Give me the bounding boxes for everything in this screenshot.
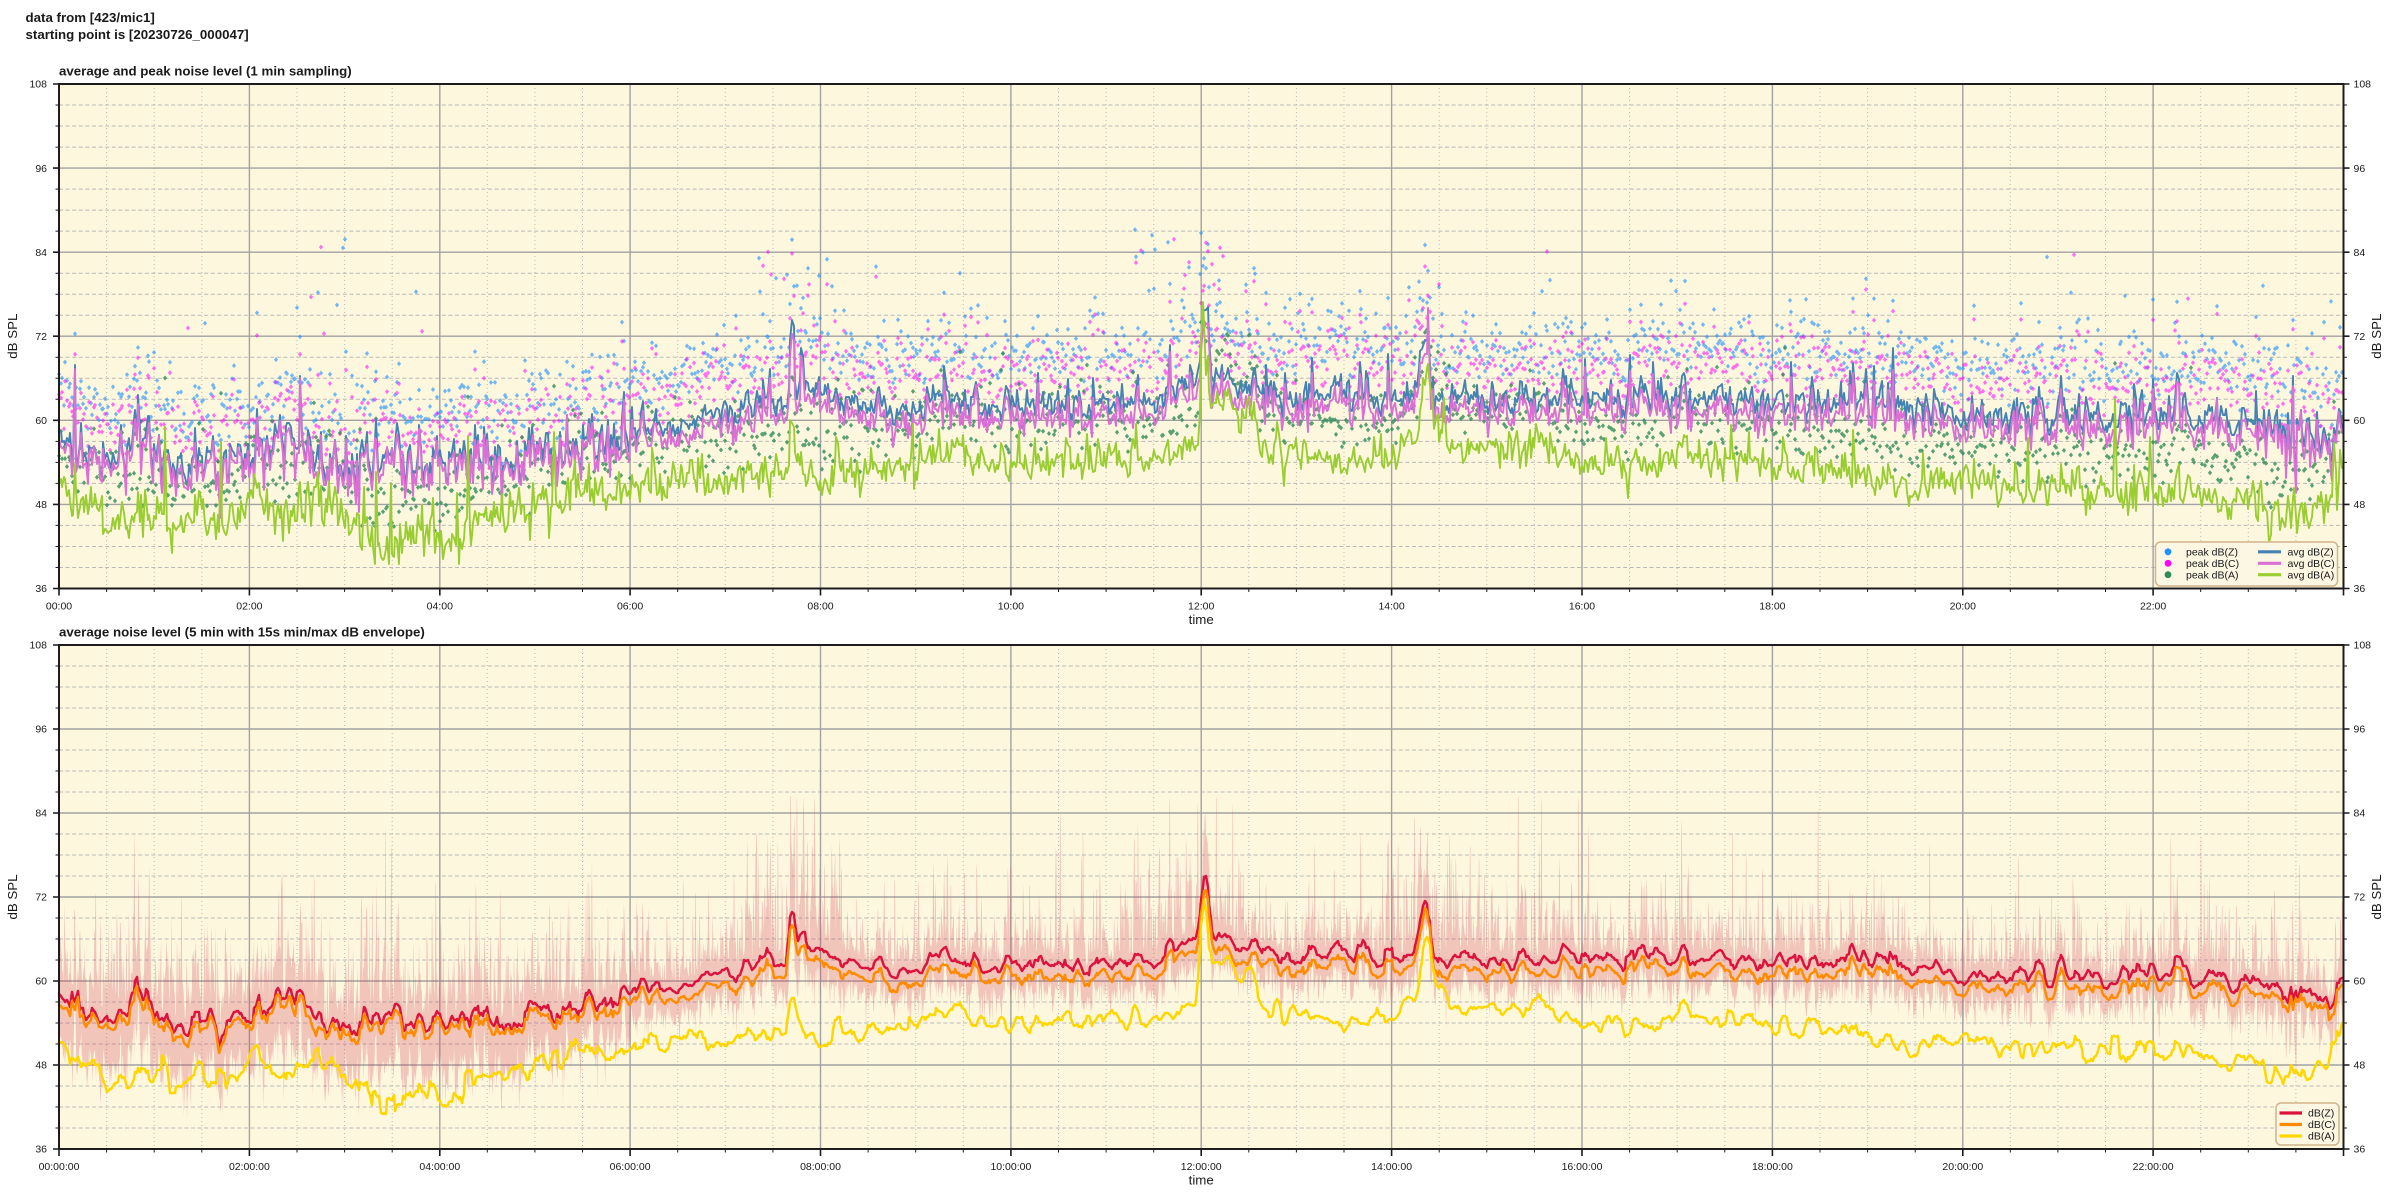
svg-text:avg dB(C): avg dB(C) [2288, 558, 2335, 570]
svg-text:18:00: 18:00 [1759, 601, 1785, 613]
svg-text:04:00: 04:00 [427, 601, 453, 613]
svg-text:48: 48 [35, 499, 47, 511]
svg-text:dB(Z): dB(Z) [2308, 1108, 2334, 1120]
svg-text:36: 36 [35, 583, 47, 595]
svg-text:08:00:00: 08:00:00 [800, 1161, 841, 1173]
svg-text:avg dB(Z): avg dB(Z) [2288, 547, 2334, 559]
svg-text:14:00: 14:00 [1378, 601, 1404, 613]
svg-text:48: 48 [35, 1060, 47, 1072]
svg-text:18:00:00: 18:00:00 [1752, 1161, 1793, 1173]
svg-text:peak dB(Z): peak dB(Z) [2186, 547, 2238, 559]
svg-text:48: 48 [2354, 1060, 2366, 1072]
svg-text:08:00: 08:00 [807, 601, 833, 613]
svg-text:20:00: 20:00 [1950, 601, 1976, 613]
svg-text:12:00:00: 12:00:00 [1181, 1161, 1222, 1173]
svg-text:22:00:00: 22:00:00 [2133, 1161, 2174, 1173]
svg-text:108: 108 [2354, 79, 2372, 91]
svg-text:60: 60 [35, 415, 47, 427]
svg-text:72: 72 [35, 331, 47, 343]
svg-text:16:00: 16:00 [1569, 601, 1595, 613]
svg-text:108: 108 [29, 640, 47, 652]
svg-text:16:00:00: 16:00:00 [1562, 1161, 1603, 1173]
svg-text:84: 84 [2354, 247, 2366, 259]
svg-text:dB SPL: dB SPL [2369, 874, 2384, 919]
svg-text:72: 72 [35, 892, 47, 904]
svg-text:dB SPL: dB SPL [5, 314, 20, 359]
svg-text:dB(A): dB(A) [2308, 1131, 2335, 1143]
svg-text:96: 96 [35, 724, 47, 736]
svg-text:10:00: 10:00 [998, 601, 1024, 613]
svg-text:20:00:00: 20:00:00 [1942, 1161, 1983, 1173]
svg-text:00:00: 00:00 [46, 601, 72, 613]
svg-text:36: 36 [2354, 1144, 2366, 1156]
svg-text:data from [423/mic1]: data from [423/mic1] [26, 10, 155, 25]
svg-text:96: 96 [35, 163, 47, 175]
svg-text:108: 108 [2354, 640, 2372, 652]
svg-text:00:00:00: 00:00:00 [39, 1161, 80, 1173]
svg-text:starting point is [20230726_00: starting point is [20230726_000047] [26, 27, 249, 42]
svg-text:peak dB(C): peak dB(C) [2186, 558, 2239, 570]
svg-text:12:00: 12:00 [1188, 601, 1214, 613]
svg-text:06:00: 06:00 [617, 601, 643, 613]
svg-text:72: 72 [2354, 331, 2366, 343]
svg-text:60: 60 [35, 976, 47, 988]
svg-text:average noise level (5 min wit: average noise level (5 min with 15s min/… [59, 625, 425, 640]
svg-text:02:00: 02:00 [236, 601, 262, 613]
svg-text:14:00:00: 14:00:00 [1371, 1161, 1412, 1173]
svg-text:time: time [1189, 1173, 1214, 1188]
svg-text:72: 72 [2354, 892, 2366, 904]
svg-text:36: 36 [2354, 583, 2366, 595]
svg-text:10:00:00: 10:00:00 [990, 1161, 1031, 1173]
svg-text:60: 60 [2354, 976, 2366, 988]
svg-text:time: time [1189, 612, 1214, 627]
svg-text:96: 96 [2354, 163, 2366, 175]
svg-text:48: 48 [2354, 499, 2366, 511]
svg-text:avg dB(A): avg dB(A) [2288, 569, 2335, 581]
svg-text:04:00:00: 04:00:00 [419, 1161, 460, 1173]
svg-text:36: 36 [35, 1144, 47, 1156]
svg-text:dB SPL: dB SPL [2369, 314, 2384, 359]
svg-text:96: 96 [2354, 724, 2366, 736]
svg-text:dB(C): dB(C) [2308, 1119, 2335, 1131]
svg-text:average and peak noise level (: average and peak noise level (1 min samp… [59, 64, 352, 79]
svg-text:peak dB(A): peak dB(A) [2186, 569, 2239, 581]
svg-text:22:00: 22:00 [2140, 601, 2166, 613]
svg-text:60: 60 [2354, 415, 2366, 427]
svg-text:dB SPL: dB SPL [5, 874, 20, 919]
svg-text:108: 108 [29, 79, 47, 91]
svg-text:84: 84 [35, 808, 47, 820]
svg-text:84: 84 [35, 247, 47, 259]
svg-text:02:00:00: 02:00:00 [229, 1161, 270, 1173]
svg-text:84: 84 [2354, 808, 2366, 820]
svg-text:06:00:00: 06:00:00 [610, 1161, 651, 1173]
